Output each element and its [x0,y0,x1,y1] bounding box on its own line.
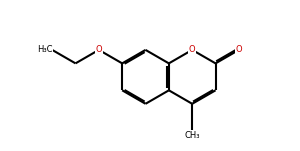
Text: CH₃: CH₃ [184,131,200,140]
Text: O: O [95,45,102,54]
Text: O: O [236,45,242,54]
Text: O: O [189,45,196,54]
Text: H₃C: H₃C [37,45,52,54]
